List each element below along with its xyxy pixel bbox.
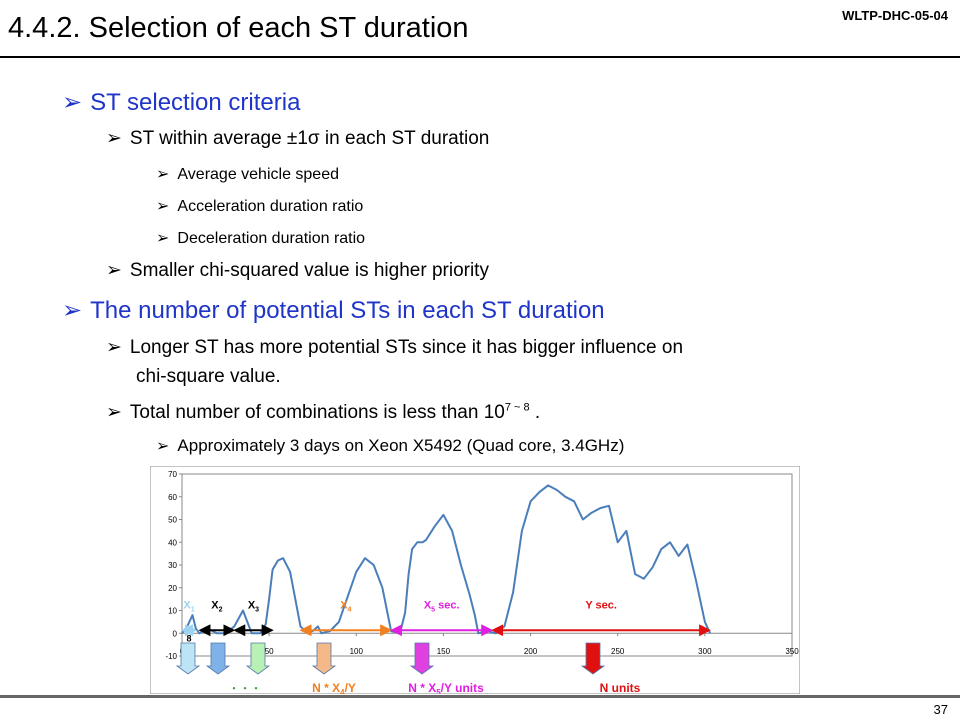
x-tick-label: 300 — [698, 647, 712, 656]
bullet-arrow-icon: ➢ — [106, 128, 122, 149]
bullet-text: Average vehicle speed — [177, 166, 339, 183]
bullet-text: Longer ST has more potential STs since i… — [129, 337, 684, 358]
page-title: 4.4.2. Selection of each ST duration — [8, 12, 469, 44]
bullet-text: Smaller chi-squared value is higher prio… — [129, 260, 489, 281]
duration-span-label: Y sec. — [585, 600, 617, 612]
duration-span-label: X5 sec. — [424, 600, 460, 614]
duration-span-label: X2 — [211, 600, 222, 614]
bullet-arrow-icon: ➢ — [156, 438, 170, 455]
page-number: 37 — [933, 702, 948, 717]
duration-span-label: X1 — [183, 600, 194, 614]
x-tick-label: 150 — [437, 647, 451, 656]
speed-profile-chart: -10010203040506070050100150200250300350X… — [150, 466, 800, 694]
x5-units-label: N * X5/Y units — [408, 681, 484, 694]
bullet-text: The number of potential STs in each ST d… — [90, 297, 605, 324]
x3-down-arrow — [245, 642, 271, 675]
y-tick-label: 60 — [168, 493, 177, 502]
duration-span-label: X3 — [248, 600, 259, 614]
y-tick-label: 50 — [168, 516, 177, 525]
bullet-number-of-potential-sts: ➢ The number of potential STs in each ST … — [62, 296, 605, 325]
bullet-arrow-icon: ➢ — [156, 166, 170, 183]
duration-span-label: X4 — [340, 600, 351, 614]
bullet-acceleration-ratio: ➢ Acceleration duration ratio — [156, 196, 363, 216]
y-tick-label: -10 — [165, 652, 177, 661]
bullet-arrow-icon: ➢ — [156, 230, 170, 247]
bullet-text: ST within average ±1σ in each ST duratio… — [129, 128, 490, 149]
bullet-arrow-icon: ➢ — [106, 402, 122, 423]
exponent: 7 ~ 8 — [504, 401, 530, 414]
y-tick-label: 20 — [168, 584, 177, 593]
bullet-text: ST selection criteria — [90, 89, 301, 116]
bullet-text: Acceleration duration ratio — [177, 198, 364, 215]
title-divider — [0, 56, 960, 58]
x2-down-arrow — [205, 642, 231, 675]
bullet-arrow-icon: ➢ — [106, 337, 122, 358]
bullet-text: Deceleration duration ratio — [177, 230, 366, 247]
bullet-text: Approximately 3 days on Xeon X5492 (Quad… — [177, 436, 625, 455]
y-tick-label: 10 — [168, 607, 177, 616]
bullet-chi-squared-priority: ➢ Smaller chi-squared value is higher pri… — [106, 259, 489, 282]
bullet-total-combinations: ➢ Total number of combinations is less th… — [106, 401, 540, 424]
bullet-text: Total number of combinations is less tha… — [129, 402, 505, 423]
small-duration-label: 8 — [186, 634, 191, 644]
x5-down-arrow — [409, 642, 435, 675]
x4-units-label: N * X4/Y — [312, 681, 356, 694]
bullet-deceleration-ratio: ➢ Deceleration duration ratio — [156, 228, 365, 248]
bullet-st-within-average: ➢ ST within average ±1σ in each ST durati… — [106, 127, 489, 150]
y-down-arrow — [580, 642, 606, 675]
n-units-label: N units — [600, 681, 641, 694]
bullet-approx-3-days: ➢ Approximately 3 days on Xeon X5492 (Qua… — [156, 436, 624, 456]
bullet-st-selection-criteria: ➢ ST selection criteria — [62, 88, 300, 117]
y-tick-label: 0 — [173, 629, 178, 638]
y-tick-label: 70 — [168, 470, 177, 479]
bullet-longer-st-continued: chi-square value. — [136, 366, 281, 387]
x-tick-label: 200 — [524, 647, 538, 656]
x-tick-label: 350 — [785, 647, 799, 656]
x4-down-arrow — [311, 642, 337, 675]
bullet-average-vehicle-speed: ➢ Average vehicle speed — [156, 164, 339, 184]
y-tick-label: 40 — [168, 538, 177, 547]
x-tick-label: 250 — [611, 647, 625, 656]
x-tick-label: 50 — [265, 647, 274, 656]
bullet-arrow-icon: ➢ — [156, 198, 170, 215]
ellipsis-label: ・・・ — [229, 683, 262, 694]
bullet-arrow-icon: ➢ — [106, 260, 122, 281]
x-tick-label: 100 — [350, 647, 364, 656]
bullet-arrow-icon: ➢ — [62, 297, 83, 324]
y-tick-label: 30 — [168, 561, 177, 570]
bullet-text-end: . — [534, 402, 541, 423]
chart-frame — [150, 466, 800, 694]
x1-down-arrow — [175, 642, 201, 675]
bullet-longer-st: ➢ Longer ST has more potential STs since … — [106, 336, 683, 359]
document-id: WLTP-DHC-05-04 — [842, 8, 948, 23]
footer-divider — [0, 695, 960, 698]
bullet-arrow-icon: ➢ — [62, 89, 83, 116]
